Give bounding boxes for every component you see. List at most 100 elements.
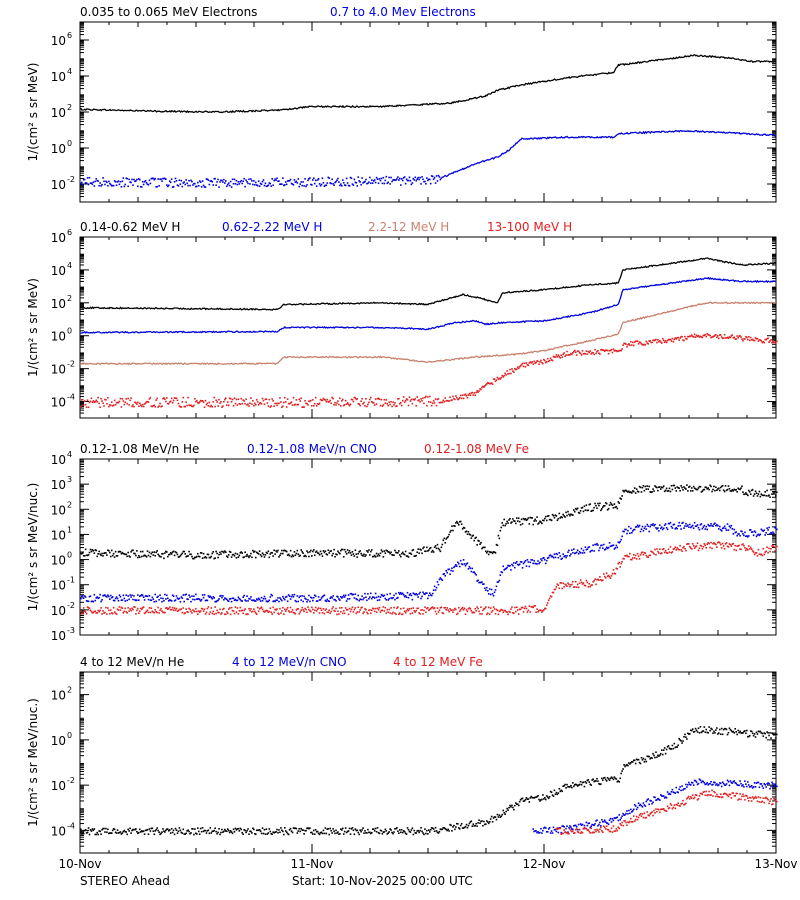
data-point [273, 405, 275, 408]
data-point [267, 184, 270, 187]
data-point [543, 827, 545, 829]
data-point [712, 525, 714, 527]
data-point [574, 552, 577, 554]
data-point [136, 599, 138, 601]
data-point [338, 613, 340, 615]
data-point [508, 806, 510, 809]
data-point [690, 525, 693, 528]
data-point [682, 547, 684, 549]
data-point [732, 542, 735, 545]
data-point [225, 185, 228, 188]
data-point [399, 607, 402, 610]
data-point [236, 553, 239, 555]
data-point [723, 525, 726, 528]
data-point [178, 608, 181, 611]
data-point [324, 399, 327, 401]
data-point [156, 596, 158, 599]
data-point [207, 606, 210, 608]
data-point [351, 183, 354, 185]
data-point [465, 823, 468, 826]
data-point [672, 484, 675, 487]
data-point [405, 555, 408, 557]
data-point [377, 609, 380, 611]
data-point [159, 178, 161, 180]
data-point [426, 607, 428, 610]
data-point [278, 402, 280, 405]
data-point [303, 610, 305, 613]
data-point [730, 545, 733, 547]
data-point [634, 805, 637, 807]
data-point [232, 610, 235, 612]
data-point [83, 829, 86, 832]
data-point [211, 830, 214, 833]
data-point [421, 595, 423, 598]
data-point [219, 402, 221, 405]
data-point [657, 527, 659, 529]
data-point [568, 549, 570, 552]
data-point [182, 550, 185, 553]
data-point [437, 398, 440, 400]
data-point [391, 831, 393, 834]
data-point [266, 833, 269, 835]
data-point [737, 337, 739, 339]
data-point [384, 597, 387, 600]
y-tick-label: 10 [51, 734, 66, 748]
data-point [499, 378, 502, 380]
data-point [586, 779, 589, 782]
data-point [324, 184, 327, 187]
data-point [220, 594, 222, 597]
data-point [104, 831, 106, 833]
data-point [631, 530, 634, 532]
data-point [397, 606, 399, 608]
data-point [630, 340, 632, 343]
data-point [554, 356, 557, 358]
data-point [438, 176, 441, 178]
data-point [100, 607, 102, 609]
data-point [167, 597, 169, 600]
data-point [315, 185, 318, 187]
data-point [321, 399, 324, 402]
data-point [195, 556, 197, 559]
data-point [671, 551, 674, 553]
data-point [282, 830, 284, 833]
data-point [494, 552, 497, 554]
data-point [183, 405, 186, 408]
data-point [126, 833, 128, 836]
data-point [87, 827, 90, 829]
data-point [486, 383, 488, 385]
data-point [382, 595, 385, 598]
data-point [356, 598, 359, 601]
data-point [554, 514, 557, 516]
data-point [204, 613, 207, 615]
data-point [396, 551, 398, 554]
data-point [709, 546, 711, 549]
data-point [303, 595, 305, 598]
data-point [548, 597, 551, 600]
data-point [500, 571, 503, 573]
data-point [268, 398, 271, 401]
data-point [572, 828, 574, 831]
data-point [101, 183, 103, 186]
data-point [625, 343, 627, 345]
data-point [98, 830, 100, 832]
data-point [631, 810, 634, 812]
data-point [586, 824, 589, 827]
data-point [648, 554, 650, 557]
data-point [427, 396, 429, 398]
data-point [252, 599, 254, 602]
data-point [196, 833, 198, 835]
data-point [399, 177, 401, 180]
data-point [123, 403, 126, 406]
y-tick-exponent: 1 [67, 525, 72, 534]
data-point [640, 491, 643, 493]
data-point [394, 828, 396, 830]
data-point [94, 549, 97, 551]
data-point [566, 783, 568, 786]
data-point [128, 610, 130, 612]
data-point [192, 184, 194, 186]
data-point [285, 831, 288, 834]
data-point [601, 544, 603, 547]
data-point [579, 579, 582, 581]
data-point [486, 821, 489, 823]
data-point [108, 832, 110, 835]
